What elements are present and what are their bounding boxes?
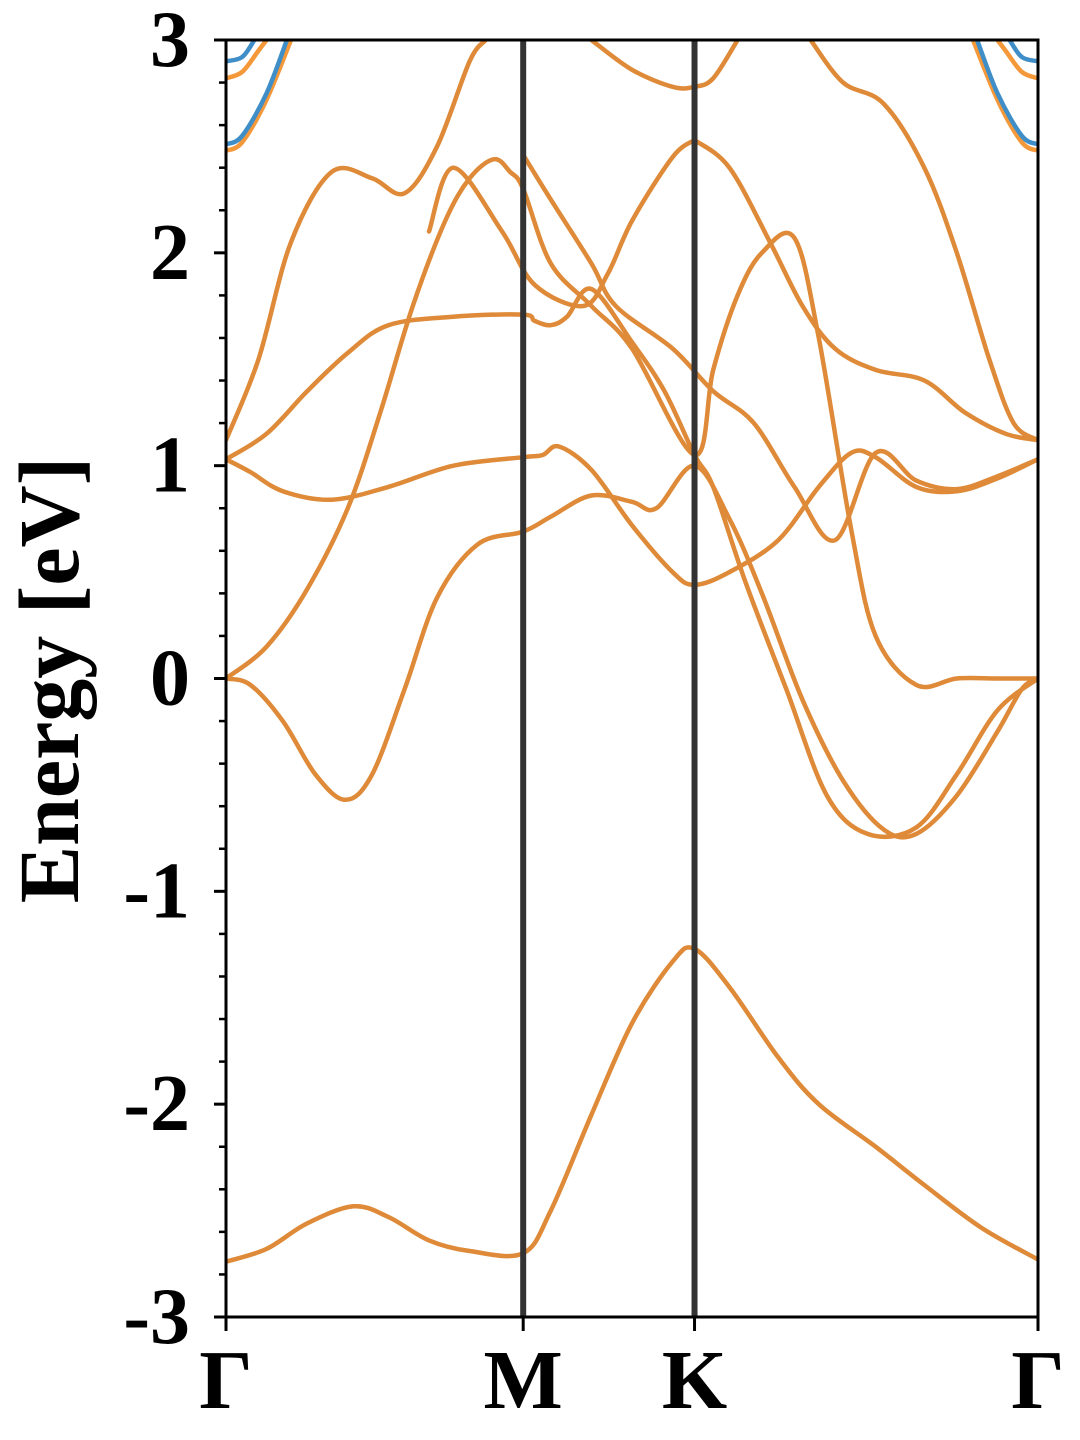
band-line-18 [995, 40, 1038, 81]
y-tick-label: -1 [123, 847, 190, 935]
band-line-17 [974, 40, 1038, 147]
y-axis-label: Energy [eV] [1, 457, 97, 904]
band-line-19 [1007, 40, 1038, 64]
band-line-5 [226, 286, 1038, 840]
band-line-3 [226, 156, 1038, 690]
band-line-13 [226, 40, 290, 147]
band-line-15 [226, 40, 257, 64]
band-line-14 [226, 40, 269, 81]
y-tick-label: 1 [150, 422, 190, 510]
y-tick-label: 0 [150, 635, 190, 723]
x-tick-label: K [662, 1334, 727, 1427]
x-tick-label: Γ [199, 1334, 252, 1427]
band-line-10 [692, 137, 1038, 443]
bands-layer [226, 40, 1038, 1264]
band-line-7 [520, 152, 1038, 543]
band-line-4 [226, 443, 1038, 588]
band-line-9 [426, 137, 697, 309]
y-tick-label: 2 [150, 209, 190, 297]
band-line-6 [226, 40, 489, 443]
y-tick-label: 3 [150, 0, 190, 84]
x-tick-label: Γ [1011, 1334, 1064, 1427]
y-tick-label: -3 [123, 1273, 190, 1361]
band-line-16 [970, 40, 1038, 153]
band-line-8 [589, 40, 740, 91]
band-line-12 [226, 40, 294, 153]
band-line-11 [808, 40, 1038, 443]
y-axis: -3 -2 -1 0 1 2 3 [123, 0, 226, 1361]
x-tick-label: M [484, 1334, 563, 1427]
high-symmetry-lines [520, 40, 698, 1317]
plot-frame [224, 38, 1040, 1319]
band-line-1 [226, 945, 1038, 1264]
y-tick-label: -2 [123, 1060, 190, 1148]
band-line-2 [226, 463, 1038, 840]
